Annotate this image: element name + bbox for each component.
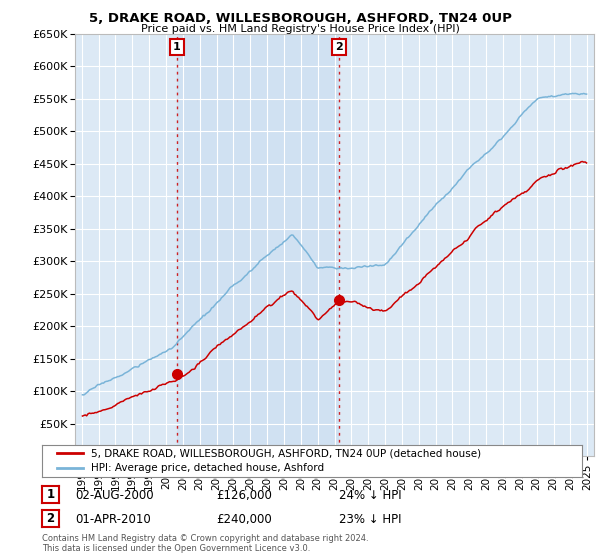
Text: 5, DRAKE ROAD, WILLESBOROUGH, ASHFORD, TN24 0UP: 5, DRAKE ROAD, WILLESBOROUGH, ASHFORD, T… (89, 12, 511, 25)
Text: Price paid vs. HM Land Registry's House Price Index (HPI): Price paid vs. HM Land Registry's House … (140, 24, 460, 34)
Text: 1: 1 (46, 488, 55, 501)
Text: £240,000: £240,000 (216, 512, 272, 526)
Text: 24% ↓ HPI: 24% ↓ HPI (339, 488, 401, 502)
Bar (176, 34, 340, 456)
Text: 1: 1 (173, 42, 181, 52)
Text: 01-APR-2010: 01-APR-2010 (75, 512, 151, 526)
Text: 2: 2 (46, 512, 55, 525)
Text: This data is licensed under the Open Government Licence v3.0.: This data is licensed under the Open Gov… (42, 544, 310, 553)
Text: Contains HM Land Registry data © Crown copyright and database right 2024.: Contains HM Land Registry data © Crown c… (42, 534, 368, 543)
Text: 23% ↓ HPI: 23% ↓ HPI (339, 512, 401, 526)
Text: 02-AUG-2000: 02-AUG-2000 (75, 488, 154, 502)
Legend: 5, DRAKE ROAD, WILLESBOROUGH, ASHFORD, TN24 0UP (detached house), HPI: Average p: 5, DRAKE ROAD, WILLESBOROUGH, ASHFORD, T… (53, 444, 485, 478)
Text: 2: 2 (335, 42, 343, 52)
Text: £126,000: £126,000 (216, 488, 272, 502)
